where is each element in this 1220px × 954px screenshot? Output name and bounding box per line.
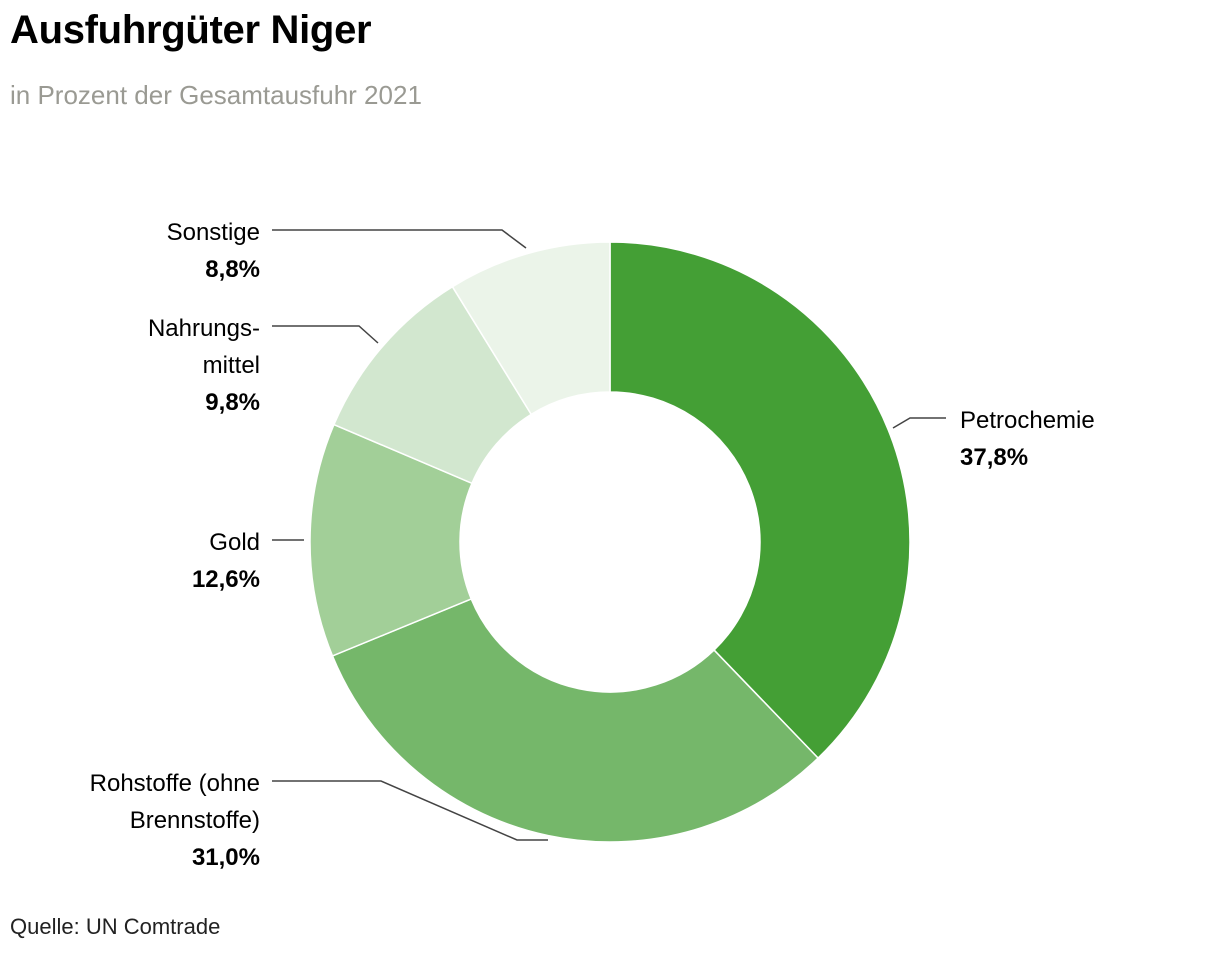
- chart-subtitle: in Prozent der Gesamtausfuhr 2021: [10, 80, 422, 110]
- slice-label-line: Petrochemie: [960, 407, 1095, 434]
- leader-line-sonstige: [272, 229, 527, 249]
- slice-label-sonstige: Sonstige 8,8%: [167, 219, 260, 283]
- slice-label-rohstoffe: Rohstoffe (ohne Brennstoffe) 31,0%: [90, 770, 260, 871]
- leader-lines: [272, 229, 946, 841]
- slice-labels: Petrochemie 37,8% Rohstoffe (ohne Brennstof…: [90, 219, 1095, 871]
- donut-slices: [309, 241, 911, 843]
- slice-petrochemie: [609, 241, 911, 760]
- slice-sonstige: [451, 241, 611, 416]
- slice-label-line: Brennstoffe): [130, 807, 260, 834]
- slice-label-line: Nahrungs-: [148, 315, 260, 342]
- slice-value-petrochemie: 37,8%: [960, 444, 1028, 471]
- slice-gold: [309, 423, 473, 657]
- slice-label-line: Sonstige: [167, 219, 260, 246]
- slice-value-nahrungsmittel: 9,8%: [205, 389, 260, 416]
- slice-rohstoffe: [331, 597, 820, 843]
- slice-value-sonstige: 8,8%: [205, 256, 260, 283]
- source-note: Quelle: UN Comtrade: [10, 914, 221, 939]
- leader-line-rohstoffe: [272, 780, 548, 841]
- chart-title: Ausfuhrgüter Niger: [10, 8, 372, 52]
- slice-label-nahrungsmittel: Nahrungs-mittel 9,8%: [148, 315, 260, 416]
- slice-value-rohstoffe: 31,0%: [192, 844, 260, 871]
- slice-label-line: Gold: [209, 529, 260, 556]
- slice-label-line: mittel: [203, 352, 260, 379]
- leader-line-petrochemie: [892, 417, 946, 429]
- slice-value-gold: 12,6%: [192, 566, 260, 593]
- leader-line-nahrungsmittel: [272, 325, 379, 344]
- slice-label-petrochemie: Petrochemie 37,8%: [960, 407, 1095, 471]
- slice-label-line: Rohstoffe (ohne: [90, 770, 260, 797]
- slice-label-gold: Gold 12,6%: [192, 529, 260, 593]
